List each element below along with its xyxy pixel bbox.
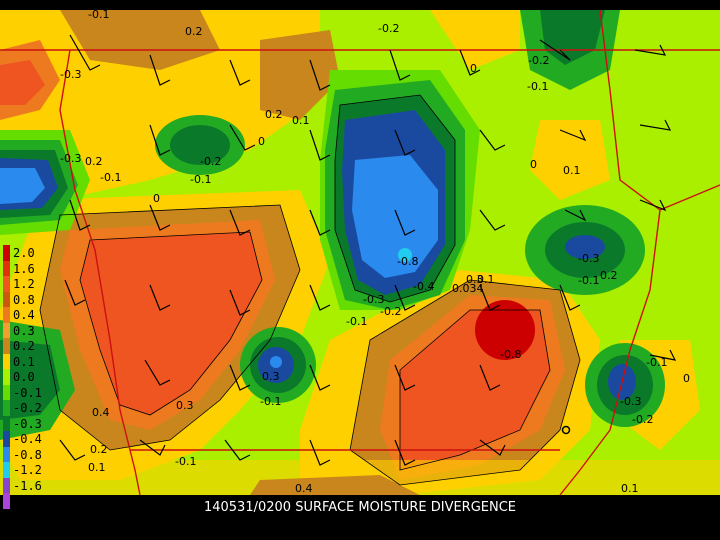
legend-label: -0.8 — [13, 447, 42, 462]
contour-value-label: -0.1 — [578, 274, 599, 287]
contour-value-label: -0.1 — [100, 171, 121, 184]
legend-swatch — [3, 291, 10, 307]
legend-label: 2.0 — [13, 246, 35, 260]
contour-value-label: 0.034 — [452, 282, 484, 295]
legend-swatch — [3, 369, 10, 385]
contour-value-label: 0 — [153, 192, 160, 205]
legend-swatch — [3, 493, 10, 509]
contour-value-label: 0.1 — [292, 114, 310, 127]
contour-value-label: -0.1 — [527, 80, 548, 93]
map-caption: 140531/0200 SURFACE MOISTURE DIVERGENCE — [203, 500, 517, 515]
contour-value-label: -0.3 — [363, 293, 384, 306]
contour-value-label: -0.3 — [620, 395, 641, 408]
legend-swatch — [3, 431, 10, 447]
contour-value-label: -0.1 — [346, 315, 367, 328]
legend-label: 0.2 — [13, 339, 35, 353]
legend-label: 0.0 — [13, 370, 35, 384]
contour-fill-layer — [0, 10, 720, 495]
legend-label: -2.0 — [13, 494, 42, 508]
contour-value-label: -0.1 — [646, 356, 667, 369]
contour-value-label: -0.1 — [190, 173, 211, 186]
contour-value-label: 0 — [530, 158, 537, 171]
contour-value-label: 0.1 — [621, 482, 639, 495]
contour-value-label: -0.2 — [528, 54, 549, 67]
contour-value-label: 0.1 — [563, 164, 581, 177]
legend-label: -1.6 — [13, 478, 42, 493]
contour-value-label: 0.2 — [600, 269, 618, 282]
contour-value-label: -0.3 — [60, 68, 81, 81]
contour-value-label: 0.3 — [262, 370, 280, 383]
contour-value-label: -0.1 — [175, 455, 196, 468]
contour-value-label: 0.2 — [85, 155, 103, 168]
contour-value-label: 0.2 — [90, 443, 108, 456]
legend-label: 1.2 — [13, 277, 35, 291]
legend-label: 0.4 — [13, 308, 35, 322]
contour-value-label: 0.3 — [176, 399, 194, 412]
contour-value-label: -0.2 — [632, 413, 653, 426]
legend-swatch — [3, 245, 10, 261]
contour-value-label: -0.4 — [413, 280, 434, 293]
legend-swatch — [3, 322, 10, 338]
contour-value-label: 0.1 — [477, 273, 495, 286]
contour-value-label: -0.8 — [397, 255, 418, 268]
legend-label: -0.2 — [13, 401, 42, 415]
legend-swatch — [3, 276, 10, 292]
legend-label: -1.2 — [13, 463, 42, 477]
legend-label: -0.3 — [13, 416, 42, 431]
legend-swatch — [3, 307, 10, 323]
legend-label: 1.6 — [13, 261, 35, 276]
contour-value-label: -0.2 — [380, 305, 401, 318]
contour-value-label: 0.2 — [185, 25, 203, 38]
contour-value-label: -0.1 — [260, 395, 281, 408]
contour-value-label: 0.2 — [265, 108, 283, 121]
contour-value-label: -0.2 — [378, 22, 399, 35]
legend-swatch — [3, 260, 10, 276]
contour-value-label: -0.3 — [578, 252, 599, 265]
legend-swatch — [3, 384, 10, 400]
legend-label: -0.4 — [13, 432, 42, 446]
contour-value-label: -0.8 — [500, 348, 521, 361]
contour-value-label: -0.1 — [88, 10, 109, 21]
color-legend: 2.0 1.6 1.2 0.8 0.4 0.3 0.2 0.1 0.0 -0.1 -0.2 -0.3-… — [0, 245, 50, 515]
contour-value-label: 0.1 — [88, 461, 106, 474]
legend-label: -0.1 — [13, 385, 42, 400]
contour-value-label: -0.2 — [200, 155, 221, 168]
contour-value-label: 0.3 — [466, 273, 484, 286]
legend-swatch — [3, 338, 10, 354]
contour-label-layer: -0.10.2-0.30.2 0.1-0.20-0.2-0.1-0.2-0.10-… — [60, 10, 690, 495]
legend-swatch — [3, 446, 10, 462]
divergence-map: -0.10.2-0.30.2 0.1-0.20-0.2-0.1-0.2-0.10-… — [0, 10, 720, 495]
legend-swatch — [3, 477, 10, 493]
legend-label: 0.1 — [13, 354, 35, 369]
legend-label: 0.8 — [13, 292, 35, 307]
contour-value-label: 0 — [683, 372, 690, 385]
contour-value-label: 0 — [470, 62, 477, 75]
contour-value-label: 0 — [258, 135, 265, 148]
contour-value-label: 0.4 — [295, 482, 313, 495]
legend-swatch — [3, 400, 10, 416]
legend-swatch — [3, 415, 10, 431]
legend-swatch — [3, 462, 10, 478]
contour-value-label: 0.4 — [92, 406, 110, 419]
contour-value-label: -0.3 — [60, 152, 81, 165]
legend-label: 0.3 — [13, 323, 35, 338]
legend-swatch — [3, 353, 10, 369]
